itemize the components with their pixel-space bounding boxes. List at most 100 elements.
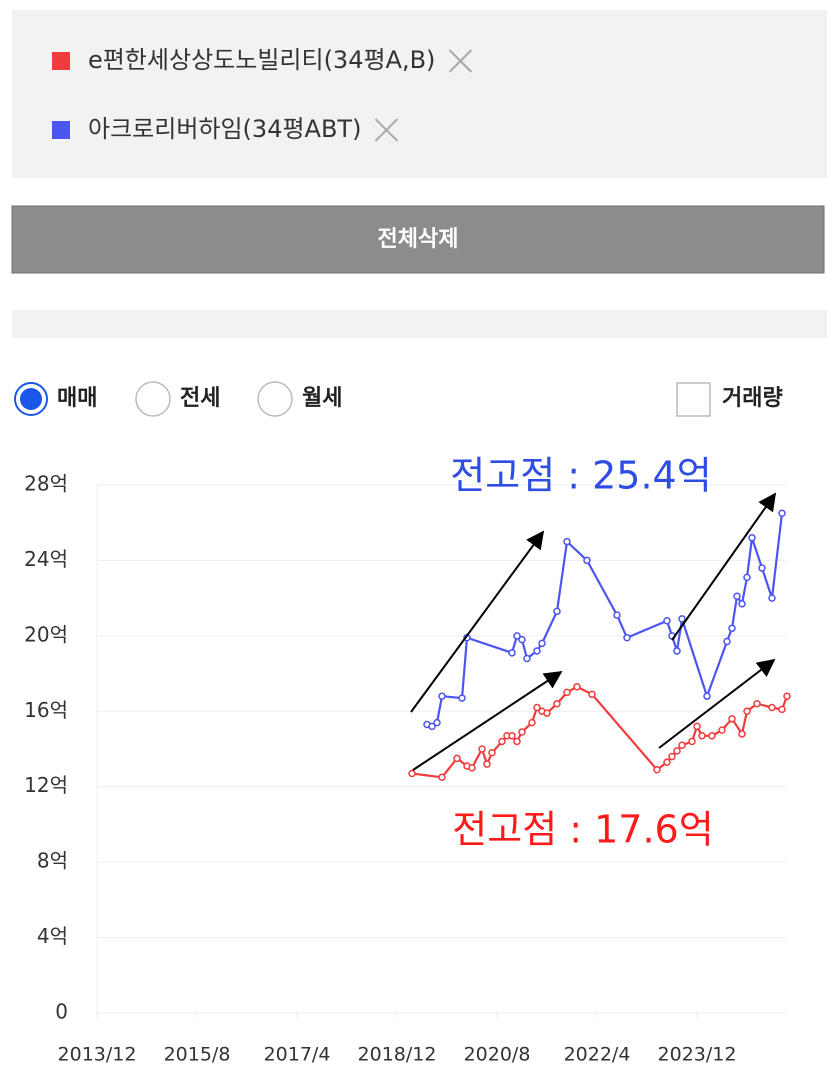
- data-point: [533, 703, 541, 712]
- data-point: [433, 718, 441, 727]
- data-point: [693, 722, 701, 731]
- checkbox-label: 거래량: [722, 386, 783, 411]
- data-point: [748, 534, 756, 542]
- data-point: [438, 692, 446, 700]
- radio[interactable]: [135, 381, 171, 417]
- data-point: [758, 564, 766, 572]
- data-point: [663, 758, 671, 766]
- radio-label: 월세: [302, 386, 342, 411]
- data-point: [588, 690, 596, 699]
- data-point: [723, 637, 731, 646]
- data-point: [468, 764, 476, 772]
- data-point: [553, 607, 561, 616]
- separator: [12, 310, 827, 338]
- checkbox[interactable]: [676, 382, 711, 417]
- x-tick-label: 2020/8: [464, 1044, 531, 1066]
- y-tick-label: 24억: [24, 547, 68, 571]
- remove-icon[interactable]: [374, 118, 399, 142]
- remove-all-button[interactable]: [11, 205, 825, 274]
- x-tick-label: 2023/12: [658, 1044, 737, 1066]
- remove-icon-stroke: [448, 49, 473, 73]
- annotation: 전고점 : 25.4억: [450, 454, 711, 498]
- data-point: [688, 737, 696, 746]
- data-point: [583, 556, 591, 565]
- data-point: [453, 754, 461, 763]
- annotation: 전고점 : 17.6억: [452, 808, 713, 852]
- x-tick-label: 2013/12: [58, 1044, 137, 1066]
- data-point: [458, 694, 466, 702]
- data-point: [573, 683, 581, 691]
- button-label: 전체삭제: [378, 227, 459, 252]
- data-point: [768, 703, 776, 712]
- radio[interactable]: [257, 381, 293, 417]
- data-point: [563, 537, 571, 546]
- remove-icon-stroke: [374, 118, 399, 142]
- data-point: [663, 617, 671, 625]
- legend-swatch: [52, 121, 70, 139]
- data-point: [613, 611, 621, 619]
- y-tick-label: 20억: [24, 622, 68, 646]
- data-point: [508, 649, 516, 657]
- y-tick-label: 28억: [24, 472, 68, 496]
- data-point: [743, 573, 751, 582]
- data-point: [698, 732, 706, 740]
- radio-dot: [20, 388, 42, 410]
- data-point: [538, 639, 546, 648]
- data-point: [623, 633, 631, 642]
- data-point: [408, 769, 416, 778]
- arrow: [671, 492, 777, 641]
- data-point: [733, 592, 741, 601]
- data-point: [738, 600, 746, 608]
- y-tick-label: 0: [55, 1000, 68, 1024]
- data-point: [673, 647, 681, 655]
- x-tick-label: 2022/4: [564, 1044, 631, 1066]
- data-point: [428, 722, 436, 731]
- data-point: [768, 594, 776, 602]
- data-point: [703, 692, 711, 700]
- data-point: [728, 715, 736, 723]
- data-point: [783, 692, 791, 700]
- legend-label: e편한세상상도노빌리티(34평A,B): [88, 46, 435, 74]
- data-point: [778, 509, 786, 518]
- y-tick-label: 4억: [37, 924, 68, 948]
- data-point: [438, 773, 446, 782]
- remove-icon[interactable]: [448, 49, 473, 73]
- data-point: [563, 688, 571, 697]
- legend: e편한세상상도노빌리티(34평A,B) 아크로리버하임(34평ABT): [52, 46, 473, 143]
- data-point: [778, 705, 786, 714]
- arrow: [412, 671, 563, 771]
- x-tick-label: 2017/4: [264, 1044, 331, 1066]
- arrow: [658, 658, 776, 749]
- data-point: [513, 737, 521, 746]
- data-point: [523, 654, 531, 663]
- data-point: [488, 749, 496, 757]
- data-point: [753, 699, 761, 708]
- data-point: [498, 737, 506, 746]
- legend-label: 아크로리버하임(34평ABT): [88, 115, 361, 143]
- y-tick-label: 12억: [24, 773, 68, 797]
- radio-label: 전세: [180, 386, 220, 411]
- selection-box: [12, 10, 827, 178]
- data-point: [528, 718, 536, 727]
- data-point: [518, 635, 526, 644]
- trend-arrows: [410, 492, 777, 771]
- data-point: [518, 728, 526, 736]
- data-point: [533, 647, 541, 655]
- data-point: [678, 615, 686, 623]
- data-point: [508, 732, 516, 740]
- x-tick-label: 2018/12: [358, 1044, 437, 1066]
- legend-swatch: [52, 52, 70, 70]
- data-point: [708, 732, 716, 740]
- data-point: [678, 741, 686, 749]
- data-point: [478, 745, 486, 753]
- data-point: [718, 726, 726, 734]
- data-point: [673, 747, 681, 755]
- data-point: [728, 624, 736, 633]
- data-point: [513, 632, 521, 640]
- data-point: [483, 760, 491, 768]
- radio-label: 매매: [57, 386, 97, 411]
- data-point: [543, 709, 551, 717]
- data-point: [668, 752, 676, 761]
